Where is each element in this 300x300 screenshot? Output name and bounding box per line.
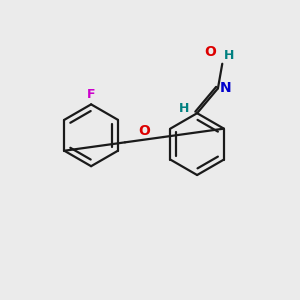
Text: O: O bbox=[204, 45, 216, 59]
Text: H: H bbox=[224, 49, 234, 62]
Text: N: N bbox=[219, 81, 231, 95]
Text: H: H bbox=[178, 102, 189, 115]
Text: O: O bbox=[138, 124, 150, 138]
Text: F: F bbox=[87, 88, 95, 101]
